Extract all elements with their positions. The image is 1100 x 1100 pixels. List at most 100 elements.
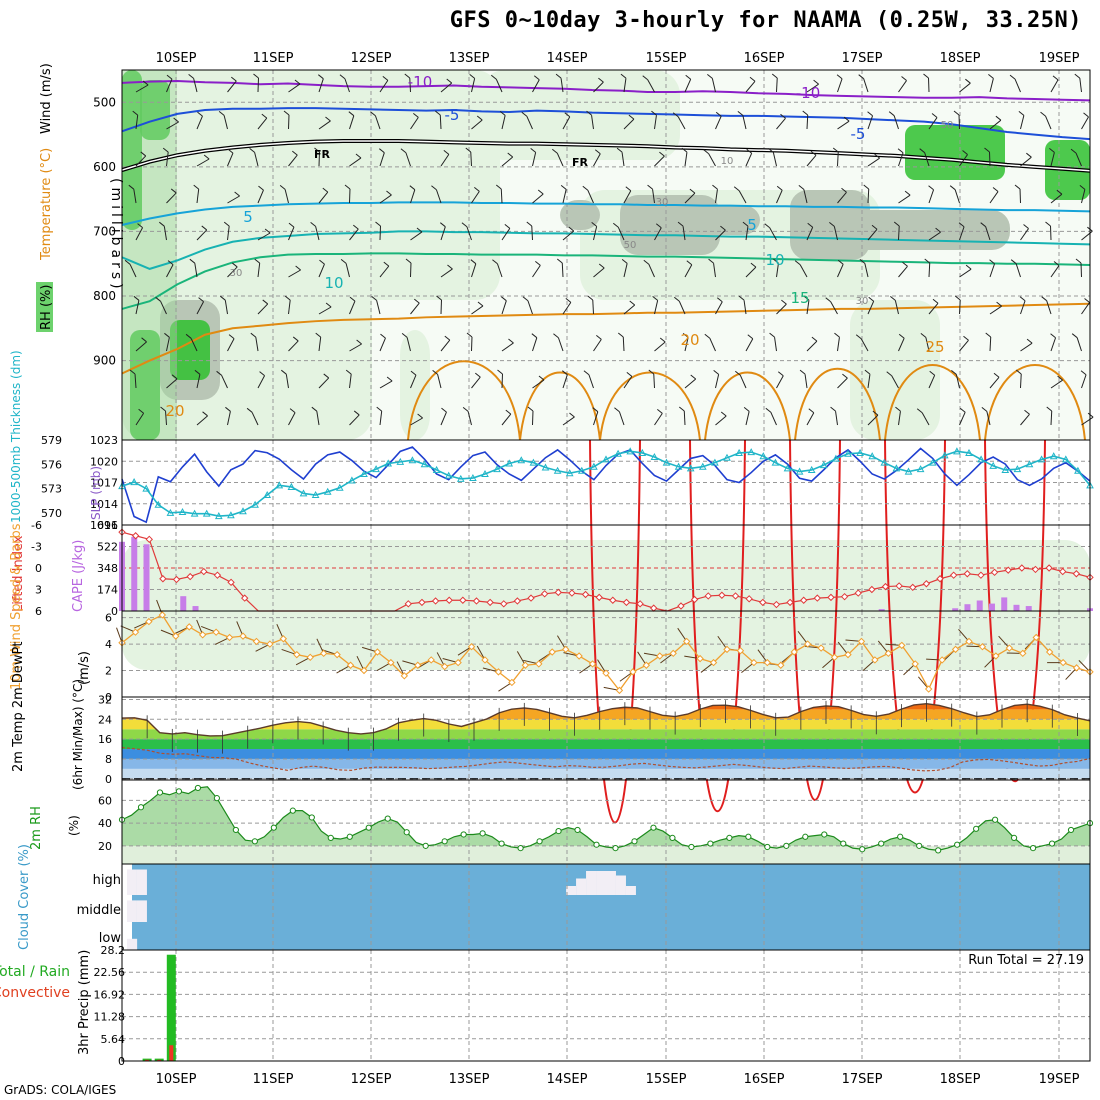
rh-shade-light (122, 540, 1090, 670)
wind-barb (288, 269, 301, 278)
rh-unit-text: (%) (67, 815, 81, 836)
wind-speed-marker (145, 617, 153, 626)
isotherm-5 (121, 201, 1091, 226)
wind-barb (776, 117, 786, 130)
wind-barb-flag (1023, 224, 1029, 229)
wind-barb (592, 299, 594, 315)
thickness-marker (904, 467, 913, 475)
wind-barb-flag (531, 333, 538, 339)
wind-barb (863, 78, 869, 93)
wind-speed-marker (615, 686, 624, 695)
wind-barb (227, 80, 237, 93)
wind-barb-flag (712, 184, 718, 190)
wind-barb-flag (261, 113, 268, 119)
wind-barb (928, 262, 931, 278)
wind-barb (410, 231, 423, 241)
thickness-marker (723, 453, 731, 461)
wind-barb-flag (253, 73, 259, 79)
wind-barb (254, 152, 259, 167)
wind-barb (227, 226, 230, 241)
wind-barb-flag (672, 112, 679, 118)
wind-speed-marker (803, 640, 812, 648)
li-marker (213, 571, 222, 579)
li-marker (909, 583, 917, 592)
rh-shade-light (400, 330, 430, 440)
wind-barb-flag (582, 185, 589, 191)
temp-band (122, 758, 1090, 769)
wind-barb-flag (292, 336, 299, 342)
wind-barb-flag (295, 265, 301, 271)
wind-barb (806, 227, 814, 241)
rh-marker (460, 831, 467, 838)
temp-band (122, 719, 1090, 730)
wind-barb-flag (1084, 298, 1090, 303)
wind-barb-flag (370, 111, 376, 117)
rh-marker (479, 830, 486, 837)
wind-barb (989, 305, 1002, 315)
rh-marker (251, 838, 258, 845)
thickness-marker (711, 458, 719, 466)
rh-shade-light (850, 300, 940, 440)
li-marker (854, 589, 862, 597)
isotherm-20-dome (599, 371, 701, 441)
wind-barb-flag (138, 408, 144, 414)
wind-barb (379, 194, 392, 204)
rh-marker (213, 795, 221, 802)
wind-barb (557, 337, 564, 352)
wind-barb (776, 190, 783, 204)
wind-barb (989, 263, 996, 278)
cloud-cell-high (126, 869, 137, 895)
thickness-marker (323, 487, 332, 495)
li-marker (622, 598, 631, 607)
wind-barb-flag (441, 407, 447, 413)
wind-barb (196, 374, 201, 389)
wind-barb-flag (129, 369, 136, 375)
wind-barb (769, 227, 777, 241)
contour-label: FR (572, 156, 589, 169)
wind-barb-flag (533, 75, 540, 81)
wind-speed-marker (561, 645, 570, 654)
wind-barb-flag (432, 370, 438, 375)
rh-marker (688, 843, 695, 851)
wind-barb-flag (920, 332, 927, 338)
wind-barb-flag (469, 73, 475, 79)
wind-barb (898, 411, 901, 426)
wind-barb (1050, 193, 1063, 204)
wind-barb-flag (507, 152, 514, 158)
wind-barb-flag (476, 115, 483, 121)
wind-barb-flag (556, 258, 563, 264)
wind-speed-marker (266, 640, 274, 648)
wind-barb (770, 412, 777, 426)
wind-barb (135, 300, 140, 315)
wind-barb-flag (521, 111, 528, 117)
wind-speed-marker (1045, 648, 1054, 656)
wind-barb (776, 77, 778, 93)
wind-barb (654, 341, 666, 352)
wind-barb (501, 228, 511, 241)
wind-barb-flag (811, 336, 818, 342)
wind-barb (440, 411, 447, 426)
wind-barb (715, 301, 723, 315)
thickness-marker (819, 461, 828, 469)
precip-tick: 28.2 (101, 944, 126, 957)
wind-barb-flag (904, 190, 911, 196)
li-marker (745, 595, 753, 603)
thickness-marker (214, 512, 223, 520)
wind-barb (532, 265, 541, 278)
isotherm-25 (884, 439, 946, 794)
wind-barb-flag (981, 406, 988, 412)
profile-ylabel-right: (millibars) (108, 178, 124, 293)
wind-barb-flag (963, 335, 969, 341)
wind-barb-flag (311, 406, 318, 412)
wind-barb-flag (959, 407, 966, 413)
cloud-cell-high (566, 886, 577, 895)
slp-tick: 1017 (90, 477, 118, 490)
li-marker (881, 582, 890, 591)
wind-barb (349, 228, 359, 241)
wind-barb-flag (596, 335, 602, 340)
wind-barb (440, 339, 451, 352)
wind-barb-flag (890, 295, 896, 301)
wind-barb (684, 192, 696, 204)
wind-barb-flag (1014, 184, 1021, 190)
li-marker (200, 567, 208, 576)
